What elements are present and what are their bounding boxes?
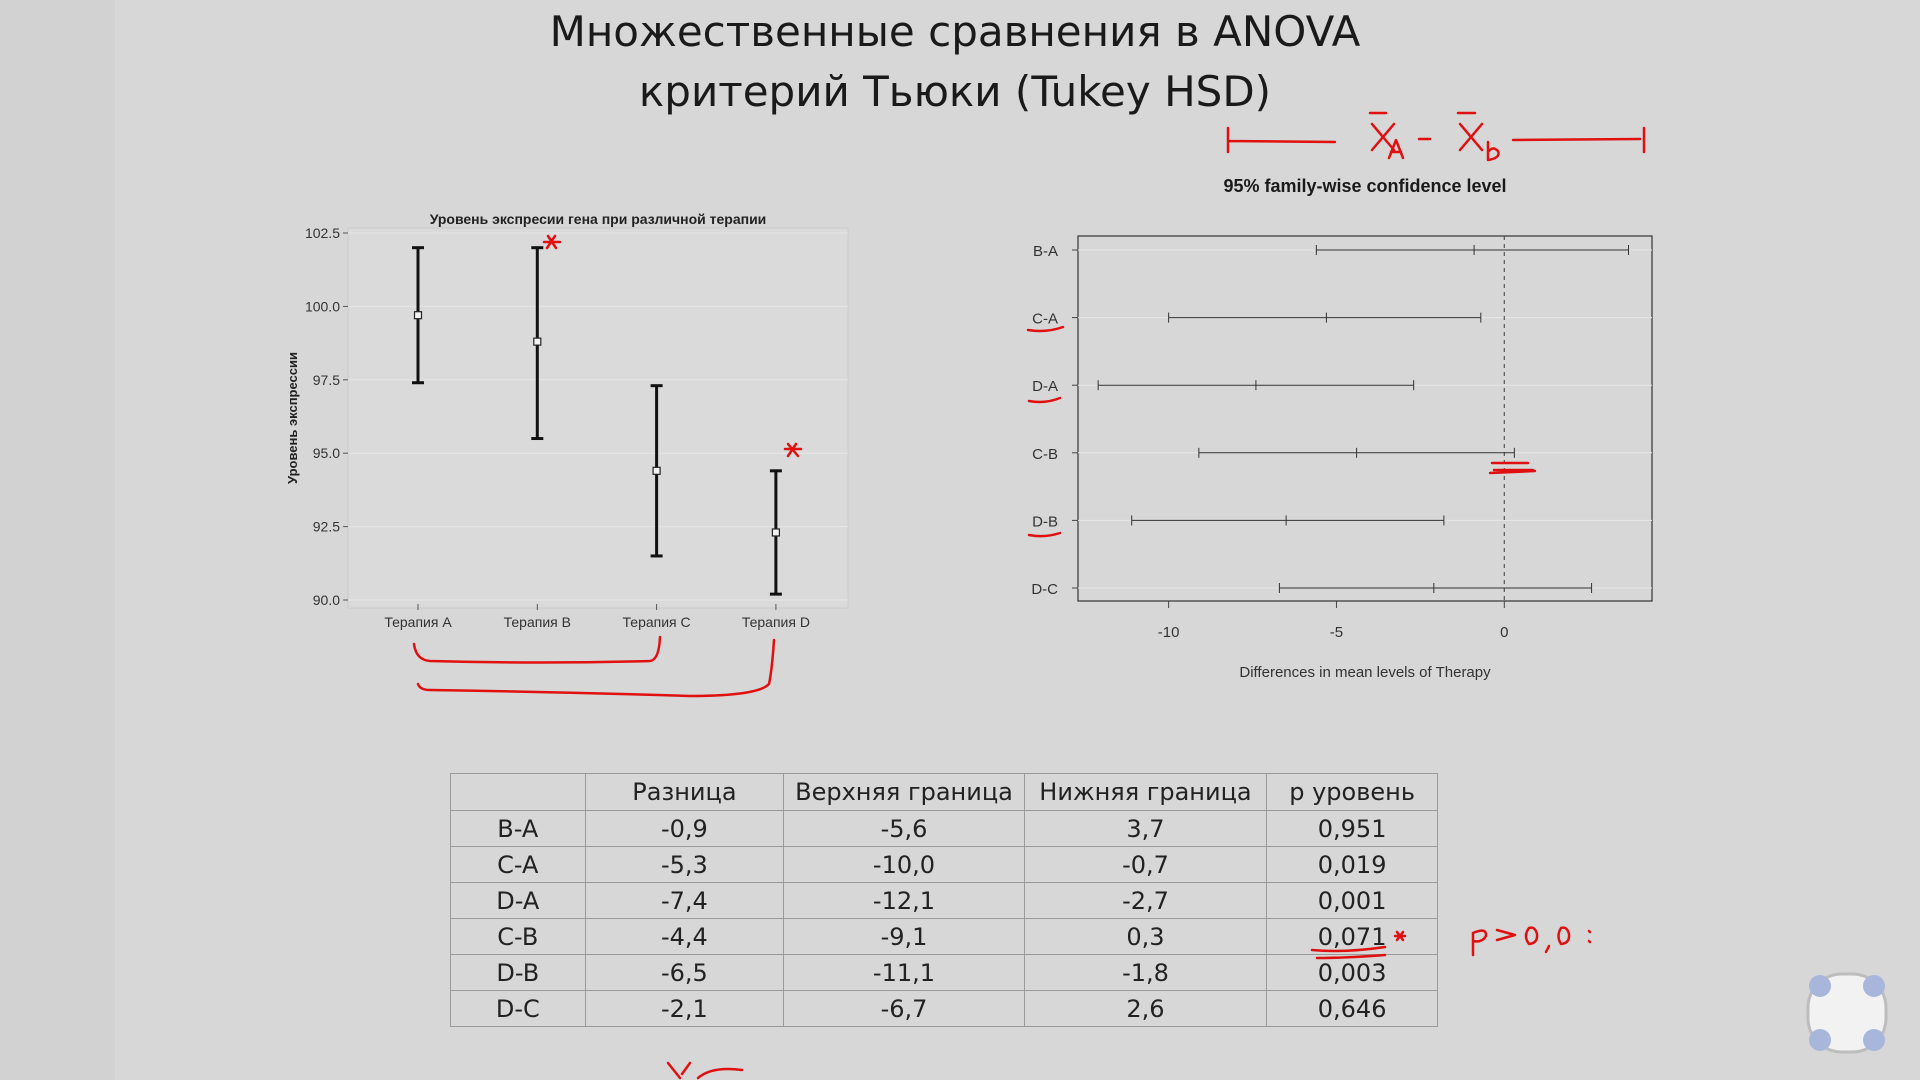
chart1-title: Уровень экспресии гена при различной тер… <box>430 211 767 227</box>
chart1-y-tick-label: 90.0 <box>313 592 340 608</box>
table-row: D-C -2,1 -6,7 2,6 0,646 <box>450 990 1438 1027</box>
table-cell: D-B <box>450 954 586 991</box>
table-cell: 0,019 <box>1266 846 1438 883</box>
table-cell: -0,7 <box>1023 846 1268 883</box>
slide-title-line-1: Множественные сравнения в ANOVA <box>549 7 1361 56</box>
chart2-y-tick-label: B-A <box>1033 243 1058 260</box>
chart1-mean-point <box>413 311 423 320</box>
chart1-mean-point <box>771 528 781 537</box>
table-cell: -6,7 <box>783 990 1025 1027</box>
tukey-results-table: Разница Верхняя граница Нижняя граница p… <box>450 773 1438 1027</box>
table-cell: -6,5 <box>584 954 785 991</box>
chart1-y-axis-label: Уровень экспрессии <box>285 352 300 484</box>
table-cell: -2,7 <box>1023 882 1268 919</box>
table-header-cell: Нижняя граница <box>1023 773 1268 811</box>
table-cell: 0,951 <box>1266 810 1438 847</box>
table-cell: -7,4 <box>584 882 785 919</box>
chart2-title: 95% family-wise confidence level <box>1223 176 1506 196</box>
table-cell: C-A <box>450 846 586 883</box>
table-cell: 0,071 <box>1266 918 1438 955</box>
chart2-x-tick-label: -10 <box>1158 624 1180 641</box>
table-header-cell <box>450 773 586 811</box>
chart2-y-tick-label: C-A <box>1032 311 1058 328</box>
table-cell: 2,6 <box>1023 990 1268 1027</box>
table-cell: -5,3 <box>584 846 785 883</box>
table-row: C-A -5,3 -10,0 -0,7 0,019 <box>450 846 1438 883</box>
table-cell: -9,1 <box>783 918 1025 955</box>
camera-overlay-widget[interactable] <box>1802 968 1892 1058</box>
chart2-y-tick-label: D-C <box>1031 581 1058 598</box>
table-cell: -12,1 <box>783 882 1025 919</box>
table-row: D-A -7,4 -12,1 -2,7 0,001 <box>450 882 1438 919</box>
chart1-x-tick-label: Терапия В <box>504 614 571 630</box>
slide-title-line-2: критерий Тьюки (Tukey HSD) <box>638 67 1272 116</box>
table-cell: -10,0 <box>783 846 1025 883</box>
table-header-cell: p уровень <box>1266 773 1438 811</box>
table-cell: -1,8 <box>1023 954 1268 991</box>
table-cell: C-B <box>450 918 586 955</box>
table-cell: 0,3 <box>1023 918 1268 955</box>
table-row: B-A -0,9 -5,6 3,7 0,951 <box>450 810 1438 847</box>
table-cell: 3,7 <box>1023 810 1268 847</box>
chart2-x-tick-label: 0 <box>1500 624 1508 641</box>
chart1-mean-point <box>533 337 542 346</box>
table-cell: -11,1 <box>783 954 1025 991</box>
chart1-x-tick-label: Терапия А <box>384 614 452 630</box>
chart1-x-tick-label: Терапия D <box>742 614 810 630</box>
table-header-cell: Разница <box>584 773 785 811</box>
table-row: D-B -6,5 -11,1 -1,8 0,003 <box>450 954 1438 991</box>
chart1-y-tick-label: 102.5 <box>305 225 340 241</box>
chart1-y-tick-label: 97.5 <box>313 372 340 388</box>
chart1-x-tick-label: Терапия С <box>623 614 691 630</box>
table-cell: -0,9 <box>584 810 785 847</box>
chart2-x-tick-label: -5 <box>1330 624 1343 641</box>
table-cell: -2,1 <box>584 990 785 1027</box>
chart1-y-tick-label: 92.5 <box>313 519 340 535</box>
table-header-row: Разница Верхняя граница Нижняя граница p… <box>450 773 1438 811</box>
chart2-x-axis-label: Differences in mean levels of Therapy <box>1239 664 1491 681</box>
chart2-y-tick-label: D-A <box>1032 378 1058 395</box>
chart1-mean-point <box>652 466 661 475</box>
table-header-cell: Верхняя граница <box>783 773 1025 811</box>
table-cell: 0,003 <box>1266 954 1438 991</box>
chart2-frame <box>1077 235 1653 602</box>
left-margin-shade <box>0 0 115 1080</box>
chart1-y-tick-label: 100.0 <box>305 298 340 314</box>
table-cell: -4,4 <box>584 918 785 955</box>
table-cell: D-A <box>450 882 586 919</box>
chart1-plot-area <box>347 227 849 609</box>
table-row: C-B -4,4 -9,1 0,3 0,071 <box>450 918 1438 955</box>
table-cell: 0,001 <box>1266 882 1438 919</box>
table-cell: 0,646 <box>1266 990 1438 1027</box>
table-cell: B-A <box>450 810 586 847</box>
table-cell: -5,6 <box>783 810 1025 847</box>
chart2-y-tick-label: C-B <box>1032 446 1058 463</box>
chart2-y-tick-label: D-B <box>1032 513 1058 530</box>
chart1-y-tick-label: 95.0 <box>313 445 340 461</box>
table-cell: D-C <box>450 990 586 1027</box>
